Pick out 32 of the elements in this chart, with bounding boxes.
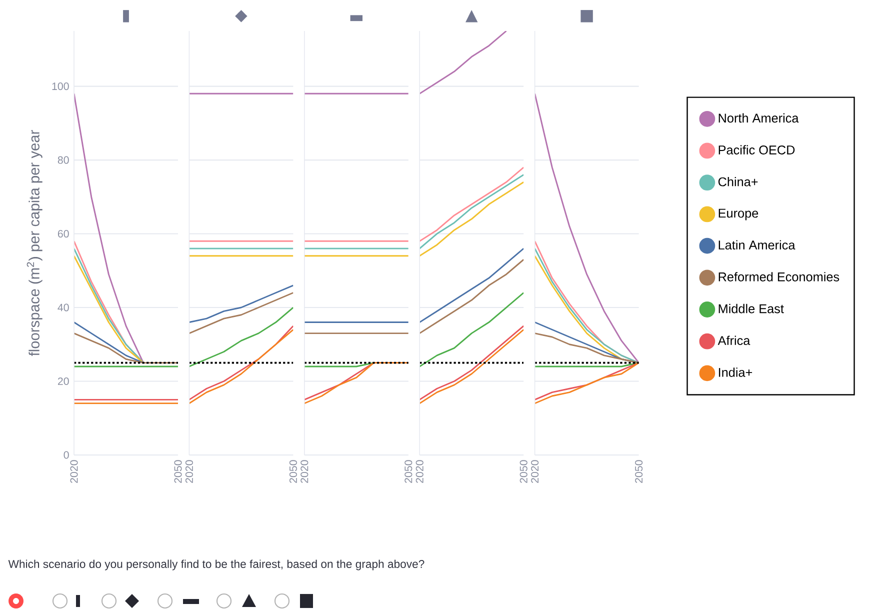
- legend-label: Reformed Economies: [718, 272, 840, 282]
- x-tick-label: 2050: [520, 460, 528, 483]
- y-axis-title: floorspace (m$^{2}$) per capita per year: [26, 130, 42, 356]
- x-tick-label: 2020: [70, 460, 78, 483]
- x-tick-label: 2050: [404, 460, 412, 483]
- text: Which scenario do you personally find to be the fairest, based on the graph above?: [8, 560, 424, 570]
- y-tick-label: 0: [64, 451, 69, 459]
- x-tick-label: 2020: [416, 460, 424, 483]
- y-tick-label: 100: [52, 82, 69, 90]
- y-tick-label: 60: [58, 230, 69, 238]
- chart-title: ▬: [350, 15, 363, 22]
- legend-label: China+: [718, 177, 758, 186]
- chart-title: ▲: [465, 10, 478, 22]
- x-tick-label: 2020: [531, 460, 539, 483]
- legend-label: Europe: [718, 208, 758, 220]
- legend-label: North America: [718, 113, 799, 123]
- x-tick-label: 2050: [635, 460, 643, 483]
- legend-label: Latin America: [718, 240, 796, 250]
- legend-label: Middle East: [718, 304, 784, 314]
- y-tick-label: 40: [58, 304, 69, 312]
- x-tick-label: 2050: [289, 460, 297, 483]
- chart-title: ◆: [235, 10, 248, 22]
- y-tick-label: 80: [58, 156, 69, 164]
- x-tick-label: 2050: [174, 460, 182, 483]
- x-tick-label: 2020: [300, 460, 308, 483]
- legend-label: Africa: [718, 336, 750, 346]
- chart-title: ▮: [123, 10, 129, 22]
- legend-label: Pacific OECD: [718, 145, 795, 154]
- chart-title: ■: [580, 10, 593, 22]
- y-tick-label: 20: [58, 377, 69, 386]
- x-tick-label: 2020: [185, 460, 193, 483]
- legend-label: India+: [718, 368, 752, 377]
